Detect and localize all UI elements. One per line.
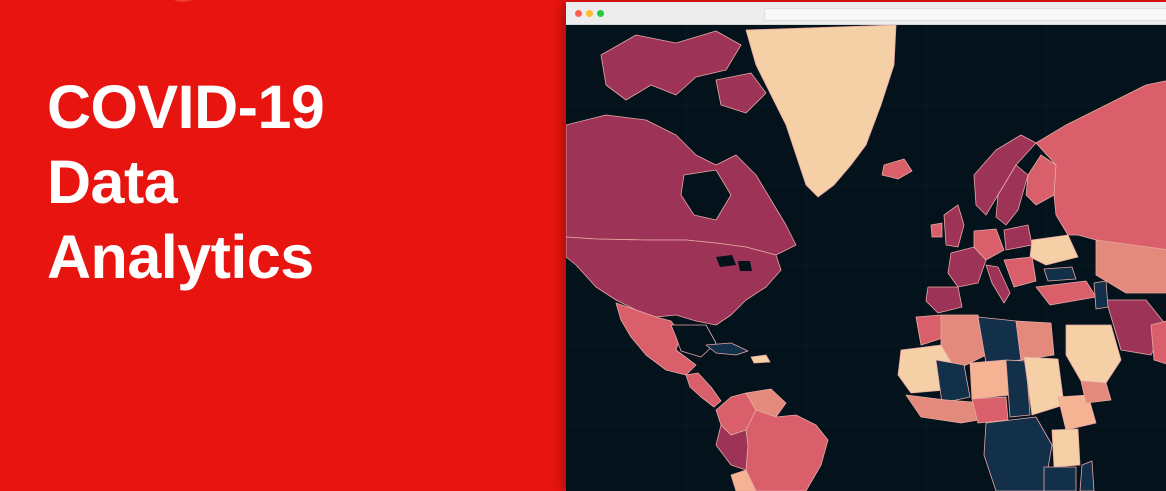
hero-title-line-1: COVID-19: [47, 73, 325, 141]
region-balkans: [1003, 256, 1037, 288]
region-algeria: [940, 314, 987, 371]
region-hispaniola: [750, 354, 771, 364]
region-canada-arctic-islands: [600, 30, 742, 101]
black-sea: [1043, 266, 1077, 282]
great-lakes: [716, 255, 752, 271]
region-kenya: [1051, 428, 1081, 468]
region-bolivia: [730, 469, 757, 491]
region-kazakhstan: [1095, 239, 1166, 294]
region-niger: [969, 359, 1011, 400]
region-italy: [985, 264, 1011, 304]
minimize-dot[interactable]: [586, 10, 593, 17]
hudson-bay: [680, 169, 732, 221]
region-ireland: [930, 222, 943, 238]
region-caspian: [1093, 280, 1109, 310]
region-egypt: [1015, 320, 1055, 361]
browser-titlebar: [566, 2, 1166, 25]
region-nigeria: [971, 396, 1009, 424]
region-pakistan: [1150, 320, 1166, 365]
close-dot[interactable]: [575, 10, 582, 17]
maximize-dot[interactable]: [597, 10, 604, 17]
browser-window: [566, 2, 1166, 491]
hero-title-line-2: Data: [47, 148, 178, 216]
region-madagascar: [1079, 460, 1095, 491]
region-mali: [935, 359, 971, 404]
region-tanzania: [1043, 466, 1077, 491]
region-arabian-yemen: [1080, 380, 1112, 404]
region-iceland: [881, 158, 913, 180]
region-ukraine: [1029, 234, 1079, 266]
region-mexico: [615, 302, 697, 376]
hero-title-line-3: Analytics: [47, 223, 314, 291]
world-map[interactable]: [566, 25, 1166, 491]
region-cuba: [705, 342, 749, 356]
region-sweden: [995, 164, 1029, 226]
region-germany: [973, 228, 1005, 261]
region-peru: [715, 424, 749, 471]
gulf-of-mexico: [670, 324, 717, 358]
region-arctic-island-2: [715, 72, 767, 114]
region-central-america: [685, 372, 722, 408]
hero-panel: COVID-19 Data Analytics: [0, 0, 566, 487]
region-greenland: [745, 25, 897, 198]
region-chad: [1005, 359, 1031, 418]
region-uk: [943, 204, 965, 248]
hero-title: COVID-19 Data Analytics: [47, 70, 325, 295]
region-central-africa: [983, 416, 1053, 491]
region-ethiopia: [1057, 394, 1097, 431]
region-libya: [977, 316, 1022, 364]
address-bar[interactable]: [764, 8, 1166, 21]
region-spain: [925, 286, 963, 314]
decorative-circle: [160, 0, 206, 2]
